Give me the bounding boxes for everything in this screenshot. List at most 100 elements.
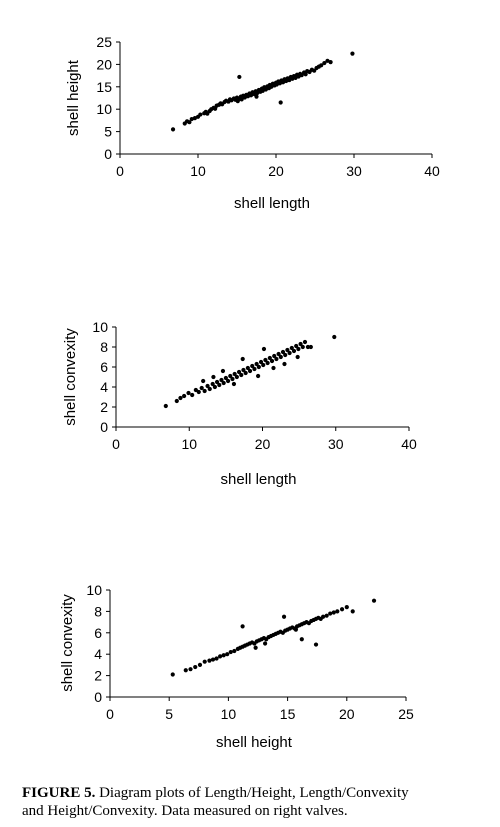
y-tick-label: 20	[96, 56, 112, 72]
data-point	[207, 658, 212, 663]
data-point	[193, 664, 198, 670]
data-point	[174, 398, 179, 404]
y-tick-label: 6	[100, 359, 108, 375]
x-tick-label: 0	[116, 163, 124, 179]
x-tick-label: 25	[398, 706, 414, 722]
data-point	[299, 637, 304, 642]
data-point	[293, 627, 298, 632]
data-point	[199, 385, 204, 391]
data-point	[205, 383, 210, 389]
data-point	[243, 370, 248, 376]
scatter-points	[170, 51, 355, 132]
data-point	[258, 359, 264, 365]
data-point	[263, 357, 268, 363]
data-point	[170, 672, 175, 677]
data-point	[202, 388, 207, 394]
data-point	[228, 649, 233, 655]
data-point	[221, 653, 226, 658]
data-point	[178, 395, 183, 401]
y-tick-label: 10	[92, 319, 108, 335]
data-point	[280, 349, 286, 355]
data-point	[272, 353, 277, 359]
data-point	[196, 389, 201, 395]
data-point	[219, 377, 224, 383]
data-point	[193, 387, 198, 393]
data-point	[187, 120, 192, 125]
y-tick-label: 8	[100, 339, 108, 355]
data-point	[213, 106, 218, 111]
data-point	[263, 641, 268, 646]
caption-text-line1: Diagram plots of Length/Height, Length/C…	[95, 785, 409, 801]
x-axis-label: shell length	[221, 471, 297, 488]
data-point	[285, 347, 290, 353]
data-point	[240, 356, 245, 362]
data-point	[332, 334, 337, 340]
data-point	[197, 662, 203, 668]
y-tick-label: 10	[96, 101, 112, 117]
data-point	[223, 375, 228, 381]
chart-1: 0 5 10 15 20 25 0 10 20 30 40 shell length shell hei…	[65, 34, 440, 212]
caption-text-line2: and Height/Convexity. Data measured on r…	[22, 803, 348, 819]
x-tick-label: 20	[255, 436, 271, 452]
data-point	[201, 378, 206, 384]
data-point	[298, 341, 303, 347]
data-point	[186, 390, 191, 396]
y-axis-label: shell convexity	[59, 594, 76, 692]
y-axis-label: shell convexity	[62, 328, 79, 426]
data-point	[278, 354, 283, 360]
data-point	[302, 339, 308, 345]
data-point	[182, 393, 187, 399]
data-point	[303, 72, 308, 77]
data-point	[231, 381, 237, 387]
y-tick-label: 10	[86, 582, 102, 598]
data-point	[183, 668, 188, 673]
data-point	[237, 74, 242, 80]
data-point	[267, 355, 272, 361]
data-point	[321, 614, 326, 619]
y-tick-label: 4	[94, 646, 102, 662]
x-tick-label: 10	[221, 706, 237, 722]
data-point	[371, 598, 377, 603]
data-point	[350, 609, 355, 614]
data-point	[313, 642, 319, 647]
y-tick-label: 2	[94, 668, 102, 684]
chart-3: 0 2 4 6 8 10 0 5 10 15 20 25 shell height shell conve…	[59, 582, 414, 751]
scatter-points	[163, 334, 337, 409]
data-point	[256, 373, 261, 379]
data-point	[324, 613, 329, 618]
data-point	[289, 345, 294, 351]
y-tick-label: 8	[94, 603, 102, 619]
data-point	[170, 127, 176, 132]
y-tick-label: 15	[96, 79, 112, 95]
data-point	[190, 392, 195, 398]
x-tick-label: 10	[181, 436, 197, 452]
data-point	[163, 403, 168, 409]
data-point	[245, 365, 250, 371]
data-point	[350, 51, 355, 56]
data-point	[247, 368, 253, 374]
data-point	[296, 346, 301, 352]
data-point	[254, 94, 259, 99]
data-point	[274, 356, 279, 362]
data-point	[295, 354, 300, 360]
y-tick-label: 6	[94, 625, 102, 641]
data-point	[283, 352, 288, 358]
data-point	[265, 360, 270, 366]
data-point	[331, 610, 336, 615]
x-tick-label: 0	[112, 436, 120, 452]
data-point	[305, 344, 311, 350]
data-point	[308, 344, 313, 350]
data-point	[207, 386, 212, 392]
x-tick-label: 20	[268, 163, 284, 179]
data-point	[198, 112, 203, 117]
data-point	[250, 363, 255, 369]
data-point	[210, 381, 215, 387]
y-tick-label: 5	[104, 124, 112, 140]
data-point	[322, 60, 327, 66]
x-tick-label: 15	[280, 706, 296, 722]
data-point	[228, 373, 233, 379]
x-axis-label: shell length	[234, 195, 310, 212]
y-tick-label: 0	[94, 689, 102, 705]
data-point	[252, 366, 257, 372]
